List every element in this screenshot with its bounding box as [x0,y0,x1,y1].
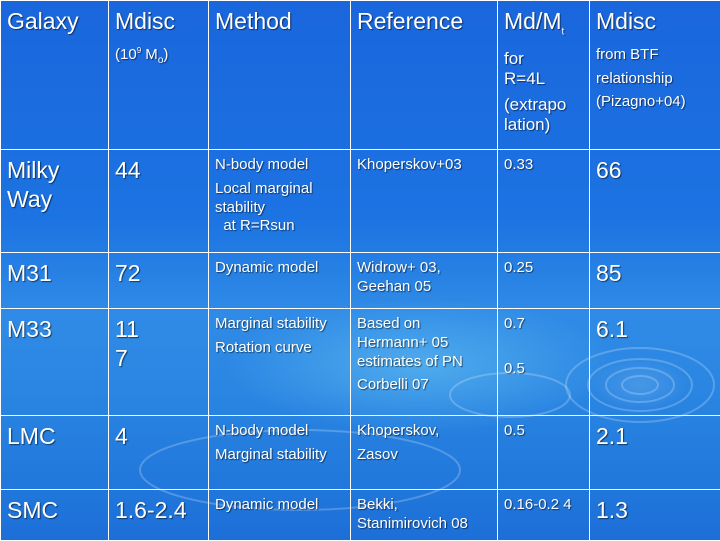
row-reference: Bekki, Stanimirovich 08 [351,490,498,541]
row-reference: Khoperskov+03 [351,150,498,253]
header-galaxy: Galaxy [1,1,109,150]
header-ratio-note-for: for [504,49,584,69]
table-row: M31 72 Dynamic model Widrow+ 03, Geehan … [1,253,720,309]
row-btf: 6.1 [590,309,720,416]
header-mdisc-title: Mdisc [115,7,203,36]
row-ratio: 0.5 [498,416,590,490]
row-galaxy: SMC [1,490,109,541]
header-btf-note-from: from BTF [596,46,715,65]
row-btf: 2.1 [590,416,720,490]
table-row: SMC 1.6-2.4 Dynamic model Bekki, Stanimi… [1,490,720,541]
header-btf-title: Mdisc [596,7,715,36]
row-ratio: 0.33 [498,150,590,253]
row-ratio: 0.7 0.5 [498,309,590,416]
table-row: Milky Way 44 N-body model Local marginal… [1,150,720,253]
row-ratio: 0.16-0.2 4 [498,490,590,541]
row-mdisc: 72 [109,253,209,309]
table-row: LMC 4 N-body model Marginal stability Kh… [1,416,720,490]
row-method: N-body model Marginal stability [209,416,351,490]
header-reference: Reference [351,1,498,150]
header-btf-note-relationship: relationship [596,70,715,89]
row-method: Dynamic model [209,253,351,309]
header-mdisc: Mdisc (109 Mo) [109,1,209,150]
row-galaxy: Milky Way [1,150,109,253]
row-mdisc: 44 [109,150,209,253]
header-ratio: Md/Mt for R=4L (extrapo lation) [498,1,590,150]
table-row: M33 11 7 Marginal stability Rotation cur… [1,309,720,416]
table-header-row: Galaxy Mdisc (109 Mo) Method Reference M… [1,1,720,150]
row-mdisc: 11 7 [109,309,209,416]
row-method: Dynamic model [209,490,351,541]
header-mdisc-units: (109 Mo) [115,46,203,66]
row-reference: Khoperskov, Zasov [351,416,498,490]
row-reference: Based on Hermann+ 05 estimates of PN Cor… [351,309,498,416]
header-ratio-title: Md/Mt [504,7,584,39]
row-btf: 66 [590,150,720,253]
row-ratio: 0.25 [498,253,590,309]
row-galaxy: M31 [1,253,109,309]
header-method: Method [209,1,351,150]
header-ratio-note-r: R=4L [504,69,584,89]
row-method: Marginal stability Rotation curve [209,309,351,416]
row-mdisc: 1.6-2.4 [109,490,209,541]
row-galaxy: M33 [1,309,109,416]
header-btf: Mdisc from BTF relationship (Pizagno+04) [590,1,720,150]
row-galaxy: LMC [1,416,109,490]
header-ratio-note-extrapolation: (extrapo lation) [504,95,584,136]
row-mdisc: 4 [109,416,209,490]
row-method: N-body model Local marginal stability at… [209,150,351,253]
row-btf: 85 [590,253,720,309]
row-btf: 1.3 [590,490,720,541]
header-btf-note-source: (Pizagno+04) [596,93,715,112]
row-reference: Widrow+ 03, Geehan 05 [351,253,498,309]
